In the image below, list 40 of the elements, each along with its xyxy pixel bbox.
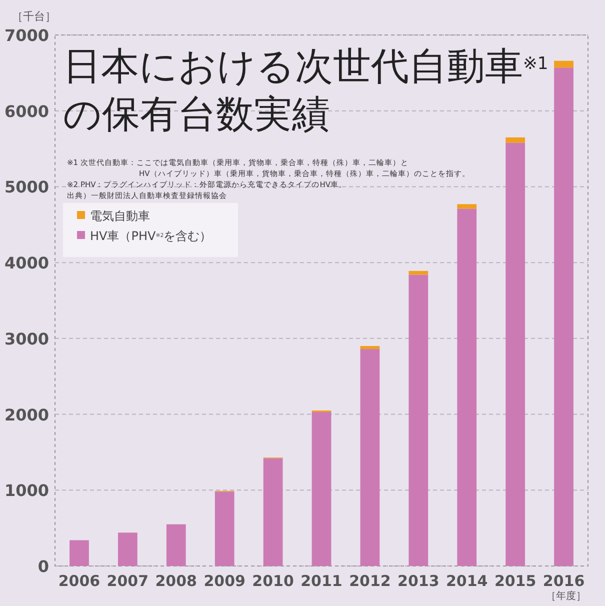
bar [360,346,380,350]
bar [360,349,380,566]
y-tick-label: 4000 [4,254,49,273]
x-tick-label: 2015 [494,572,536,590]
x-tick-label: 2016 [542,572,585,590]
bar [408,274,428,566]
x-axis-title: ［年度］ [546,590,586,602]
bar [506,137,526,143]
y-tick-label: 6000 [4,102,49,121]
y-tick-label: 2000 [4,405,49,424]
y-tick-label: 0 [38,557,49,576]
legend-label: HV車（PHV$^{※2}$を含む） [90,229,212,243]
bar [457,208,477,566]
bar [554,68,574,566]
bar [70,540,89,566]
bar [166,524,186,566]
y-tick-label: 3000 [4,329,49,348]
y-tick-label: 5000 [4,178,49,197]
x-tick-label: 2007 [106,572,149,590]
bar [312,412,332,566]
x-tick-label: 2008 [155,572,198,590]
y-tick-label: 1000 [4,481,49,500]
x-tick-label: 2012 [349,572,391,590]
bar [263,458,283,566]
x-tick-label: 2006 [58,572,100,590]
x-tick-label: 2010 [252,572,294,590]
y-axis-title: ［千台］ [12,10,56,23]
legend-label: 電気自動車 [90,209,150,223]
x-tick-label: 2014 [446,572,488,590]
bar [506,142,526,566]
bar [214,492,234,566]
chart-title: 日本における次世代自動車$^{※1}$の保有台数実績 [63,44,548,136]
bar [554,60,574,68]
bar [408,270,428,275]
x-tick-label: 2013 [398,572,440,590]
bar [118,532,138,566]
bar [457,204,477,209]
x-tick-label: 2011 [300,572,342,590]
x-tick-label: 2009 [204,572,246,590]
y-tick-label: 7000 [4,26,49,45]
